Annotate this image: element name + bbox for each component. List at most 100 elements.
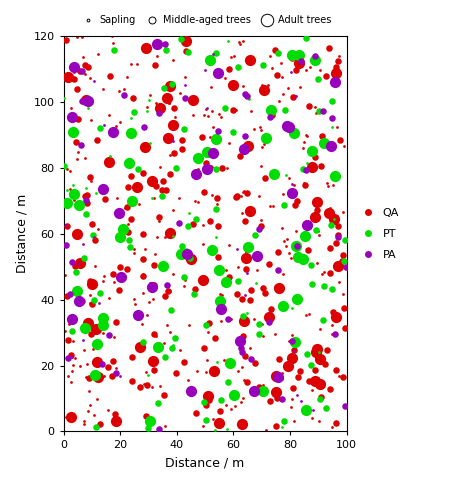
Point — [207, 133, 214, 141]
Point — [64, 372, 72, 379]
Point — [246, 296, 254, 303]
Point — [264, 81, 272, 89]
Point — [303, 312, 310, 319]
Point — [208, 246, 216, 254]
Point — [64, 336, 72, 344]
Point — [78, 97, 85, 105]
Point — [340, 304, 347, 312]
Point — [208, 192, 216, 199]
Point — [74, 116, 82, 123]
Point — [229, 128, 237, 136]
Point — [94, 373, 101, 380]
Point — [234, 277, 242, 285]
Point — [336, 52, 343, 60]
Point — [278, 59, 285, 67]
Point — [340, 142, 347, 150]
Point — [131, 300, 139, 308]
Point — [186, 254, 194, 261]
Point — [234, 63, 241, 71]
Point — [304, 246, 311, 254]
Point — [332, 239, 340, 247]
Point — [284, 84, 292, 92]
Point — [88, 178, 95, 185]
Point — [274, 373, 282, 380]
Point — [199, 221, 207, 228]
Point — [156, 382, 164, 390]
Point — [319, 107, 327, 115]
Point — [162, 46, 170, 54]
Point — [238, 420, 246, 427]
Point — [73, 268, 80, 276]
Point — [239, 82, 246, 90]
Point — [279, 302, 286, 310]
Point — [238, 348, 246, 356]
Point — [308, 147, 316, 155]
Point — [212, 49, 220, 57]
Point — [121, 204, 128, 212]
Point — [111, 409, 119, 417]
X-axis label: Distance / m: Distance / m — [165, 456, 245, 469]
Point — [326, 244, 334, 252]
Point — [312, 109, 320, 117]
Point — [280, 190, 287, 198]
Point — [89, 220, 96, 227]
Point — [187, 255, 194, 263]
Point — [182, 247, 190, 255]
Point — [93, 336, 101, 344]
Point — [67, 351, 75, 359]
Point — [244, 189, 251, 197]
Point — [116, 372, 124, 379]
Point — [332, 420, 340, 427]
Point — [235, 153, 243, 161]
Point — [127, 172, 135, 180]
Point — [225, 378, 232, 386]
Point — [109, 39, 117, 47]
Point — [83, 199, 91, 207]
Point — [76, 67, 84, 75]
Point — [215, 222, 222, 229]
Point — [273, 372, 280, 380]
Point — [260, 381, 267, 389]
Point — [335, 233, 342, 241]
Point — [143, 381, 151, 389]
Point — [63, 221, 70, 229]
Point — [328, 423, 336, 431]
Point — [282, 242, 290, 250]
Point — [100, 372, 108, 380]
Point — [305, 377, 313, 385]
Point — [289, 54, 296, 61]
Point — [273, 393, 281, 401]
Point — [243, 254, 250, 262]
Point — [319, 317, 327, 324]
Point — [306, 310, 313, 318]
Point — [162, 292, 169, 300]
Point — [87, 173, 94, 181]
Point — [112, 122, 120, 130]
Point — [212, 205, 219, 212]
Point — [70, 337, 77, 345]
Point — [240, 312, 247, 320]
Point — [308, 386, 316, 394]
Point — [105, 158, 113, 166]
Point — [312, 226, 320, 234]
Point — [144, 424, 152, 432]
Point — [73, 86, 81, 93]
Point — [327, 385, 334, 393]
Point — [274, 266, 282, 274]
Point — [106, 294, 113, 302]
Point — [211, 426, 219, 434]
Point — [71, 196, 78, 203]
Point — [243, 269, 251, 276]
Point — [265, 318, 273, 326]
Point — [303, 221, 310, 229]
Point — [148, 383, 155, 391]
Point — [271, 331, 279, 338]
Point — [313, 206, 320, 213]
Point — [143, 106, 150, 114]
Point — [254, 249, 261, 257]
Point — [182, 94, 189, 102]
Point — [171, 333, 179, 341]
Point — [180, 125, 187, 133]
Point — [254, 252, 261, 260]
Point — [307, 261, 314, 269]
